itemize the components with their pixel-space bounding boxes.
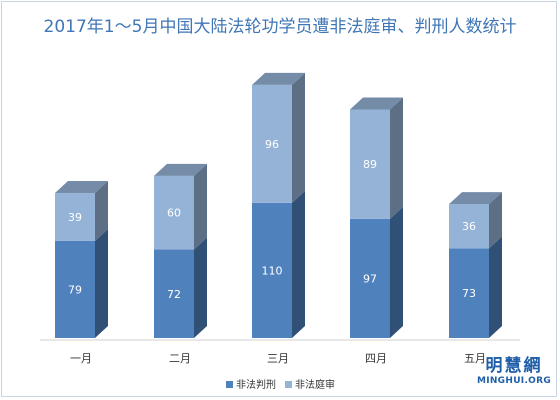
data-label-4-0: 73 <box>462 287 476 300</box>
watermark-logo: 明慧網 MINGHUI.ORG <box>474 356 554 387</box>
bar-3-1 <box>350 109 390 219</box>
bar-top-0 <box>55 181 108 194</box>
bar-1-1 <box>154 175 194 250</box>
watermark-cn: 明慧網 <box>485 356 543 376</box>
bar-side-3-1 <box>390 97 403 219</box>
bar-side-3-0 <box>390 206 403 338</box>
bar-top-2 <box>252 72 305 85</box>
x-tick-label-1: 二月 <box>169 352 191 365</box>
bar-side-1-1 <box>194 163 207 250</box>
data-label-3-1: 89 <box>363 158 377 171</box>
bar-side-2-1 <box>292 72 305 203</box>
bar-2-0 <box>252 202 292 338</box>
bar-4-1 <box>449 204 489 249</box>
bar-0-1 <box>55 193 95 241</box>
legend-label-1: 非法庭审 <box>295 378 335 391</box>
bar-top-1 <box>154 163 207 176</box>
data-label-1-0: 72 <box>167 288 181 301</box>
x-tick-label-0: 一月 <box>70 352 92 365</box>
data-label-2-0: 110 <box>262 264 283 277</box>
x-tick-label-3: 四月 <box>365 352 387 365</box>
bar-top-4 <box>449 192 502 205</box>
data-label-4-1: 36 <box>462 220 476 233</box>
data-label-2-1: 96 <box>265 138 279 151</box>
bars-layer: 79 39 72 60 110 96 97 89 73 36 <box>55 72 502 338</box>
bar-top-3 <box>350 97 403 110</box>
legend-label-0: 非法判刑 <box>236 378 276 391</box>
chart-title: 2017年1～5月中国大陆法轮功学员遭非法庭审、判刑人数统计 <box>43 17 517 37</box>
data-label-0-0: 79 <box>68 283 82 296</box>
bar-4-0 <box>449 248 489 338</box>
watermark-en: MINGHUI.ORG <box>476 376 552 386</box>
x-tick-labels: 一月 二月 三月 四月 五月 <box>70 352 486 365</box>
bar-side-0-0 <box>95 228 108 338</box>
legend: 非法判刑 非法庭审 <box>226 378 335 391</box>
bar-side-1-0 <box>194 237 207 338</box>
x-tick-label-2: 三月 <box>267 352 289 365</box>
bar-side-4-1 <box>489 192 502 249</box>
bar-3-0 <box>350 218 390 338</box>
data-label-3-0: 97 <box>363 272 377 285</box>
legend-swatch-1 <box>285 381 292 388</box>
bar-side-0-1 <box>95 181 108 241</box>
x-tick-label-4: 五月 <box>464 352 486 365</box>
data-label-0-1: 39 <box>68 211 82 224</box>
bar-2-1 <box>252 84 292 203</box>
data-label-1-1: 60 <box>167 207 181 220</box>
bar-side-2-0 <box>292 190 305 338</box>
bar-0-0 <box>55 240 95 338</box>
bar-1-0 <box>154 249 194 338</box>
bar-side-4-0 <box>489 236 502 338</box>
legend-swatch-0 <box>226 381 233 388</box>
